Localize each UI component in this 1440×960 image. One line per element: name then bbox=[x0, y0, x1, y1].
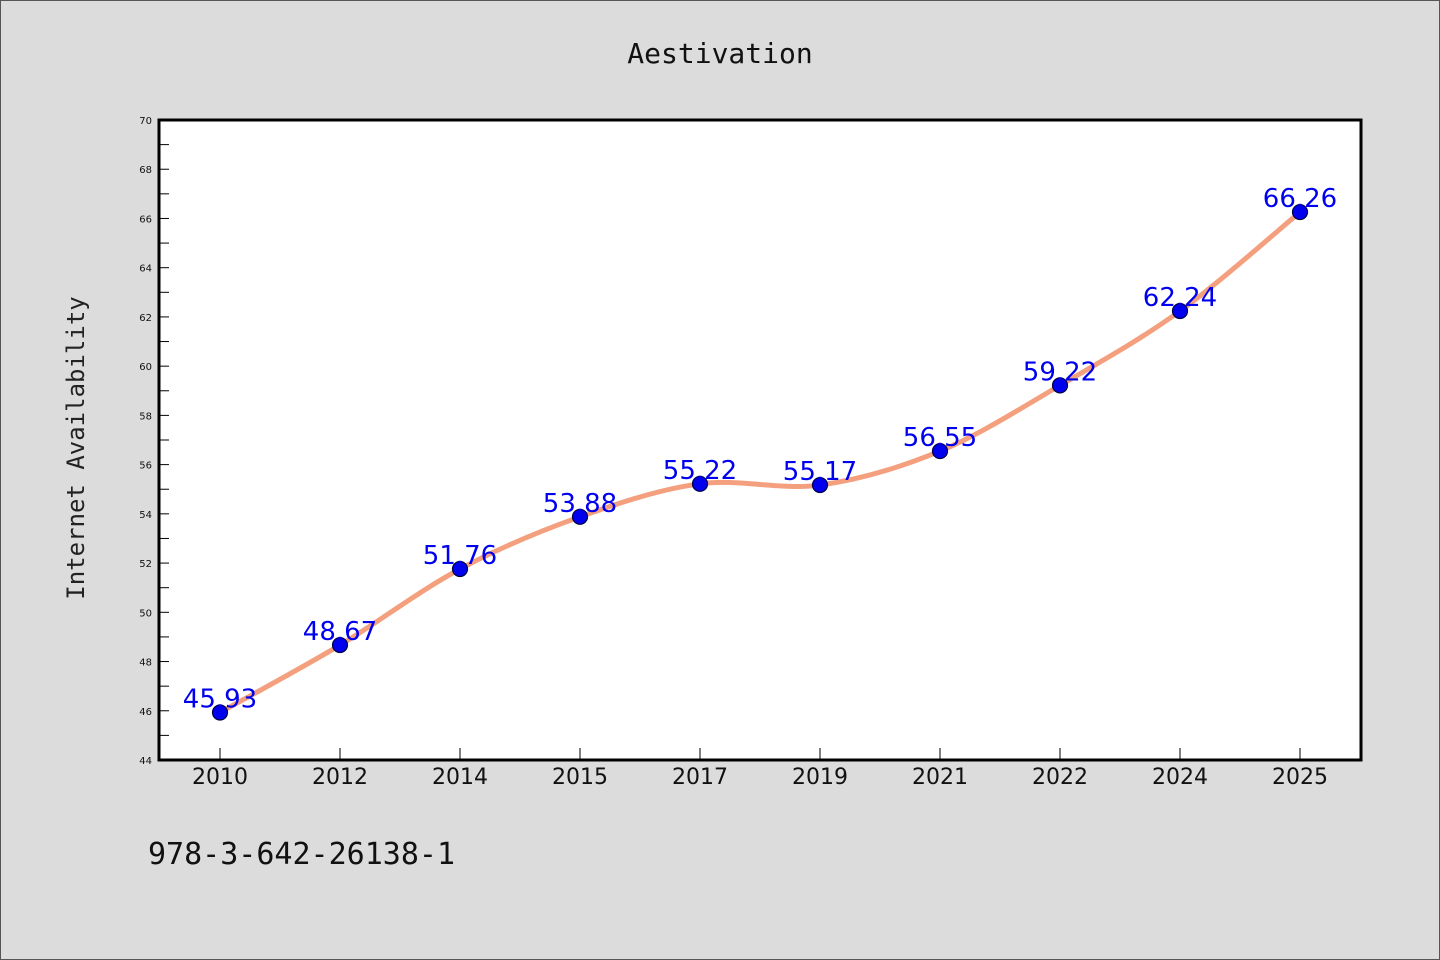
y-tick-label: 46 bbox=[139, 707, 152, 718]
data-point bbox=[931, 442, 949, 460]
y-axis-ticks: 44 46 48 50 52 54 56 58 60 62 64 66 68 70 bbox=[139, 116, 169, 767]
x-tick-label: 2012 bbox=[312, 765, 368, 790]
y-tick-label: 50 bbox=[139, 608, 152, 619]
x-tick-label: 2014 bbox=[432, 765, 488, 790]
data-label: 62.24 bbox=[1143, 283, 1217, 313]
data-point bbox=[451, 560, 469, 578]
data-label: 66.26 bbox=[1263, 184, 1337, 214]
x-tick-label: 2021 bbox=[912, 765, 968, 790]
y-tick-label: 62 bbox=[139, 313, 152, 324]
y-tick-label: 70 bbox=[139, 116, 152, 127]
data-point bbox=[811, 476, 829, 494]
x-tick-label: 2010 bbox=[192, 765, 248, 790]
data-label: 45.93 bbox=[183, 684, 257, 714]
y-tick-label: 68 bbox=[139, 165, 152, 176]
y-tick-label: 54 bbox=[139, 510, 152, 521]
series-lines bbox=[217, 209, 1303, 715]
data-point bbox=[331, 636, 349, 654]
plot-frame bbox=[157, 118, 1363, 762]
data-point bbox=[1291, 203, 1309, 221]
data-label: 55.17 bbox=[783, 457, 857, 487]
plot-area bbox=[159, 120, 1361, 760]
data-point bbox=[691, 475, 709, 492]
isbn-footer: 978-3-642-26138-1 bbox=[148, 837, 455, 872]
y-tick-label: 60 bbox=[139, 362, 152, 373]
data-label: 53.88 bbox=[543, 489, 617, 519]
series-line bbox=[217, 209, 1303, 715]
data-label: 51.76 bbox=[423, 541, 497, 571]
data-point bbox=[1051, 377, 1069, 394]
x-tick-label: 2024 bbox=[1152, 765, 1208, 790]
data-point bbox=[571, 508, 589, 525]
x-tick-label: 2015 bbox=[552, 765, 608, 790]
y-tick-label: 58 bbox=[139, 411, 152, 422]
data-point bbox=[211, 704, 229, 721]
series-points bbox=[211, 203, 1309, 721]
data-labels: 45.93 48.67 51.76 53.88 55.22 55.17 56.55 59.22… bbox=[183, 184, 1337, 714]
y-axis-label: Internet Availability bbox=[62, 296, 90, 599]
x-tick-label: 2017 bbox=[672, 765, 728, 790]
data-point bbox=[1171, 302, 1189, 320]
y-tick-label: 44 bbox=[139, 756, 152, 767]
data-label: 56.55 bbox=[903, 423, 977, 453]
x-tick-label: 2025 bbox=[1272, 765, 1328, 790]
x-tick-label: 2019 bbox=[792, 765, 848, 790]
y-tick-label: 48 bbox=[139, 658, 152, 669]
x-axis-ticks: 2010 2012 2014 2015 2017 2019 2021 2022 2024 2025 bbox=[192, 748, 1328, 790]
chart-title: Aestivation bbox=[627, 37, 812, 70]
y-tick-label: 52 bbox=[139, 559, 152, 570]
x-tick-label: 2022 bbox=[1032, 765, 1088, 790]
data-label: 48.67 bbox=[303, 617, 377, 647]
y-tick-label: 56 bbox=[139, 461, 152, 472]
y-tick-label: 66 bbox=[139, 214, 152, 225]
data-label: 59.22 bbox=[1023, 357, 1097, 387]
y-tick-label: 64 bbox=[139, 264, 152, 275]
data-label: 55.22 bbox=[663, 456, 737, 486]
